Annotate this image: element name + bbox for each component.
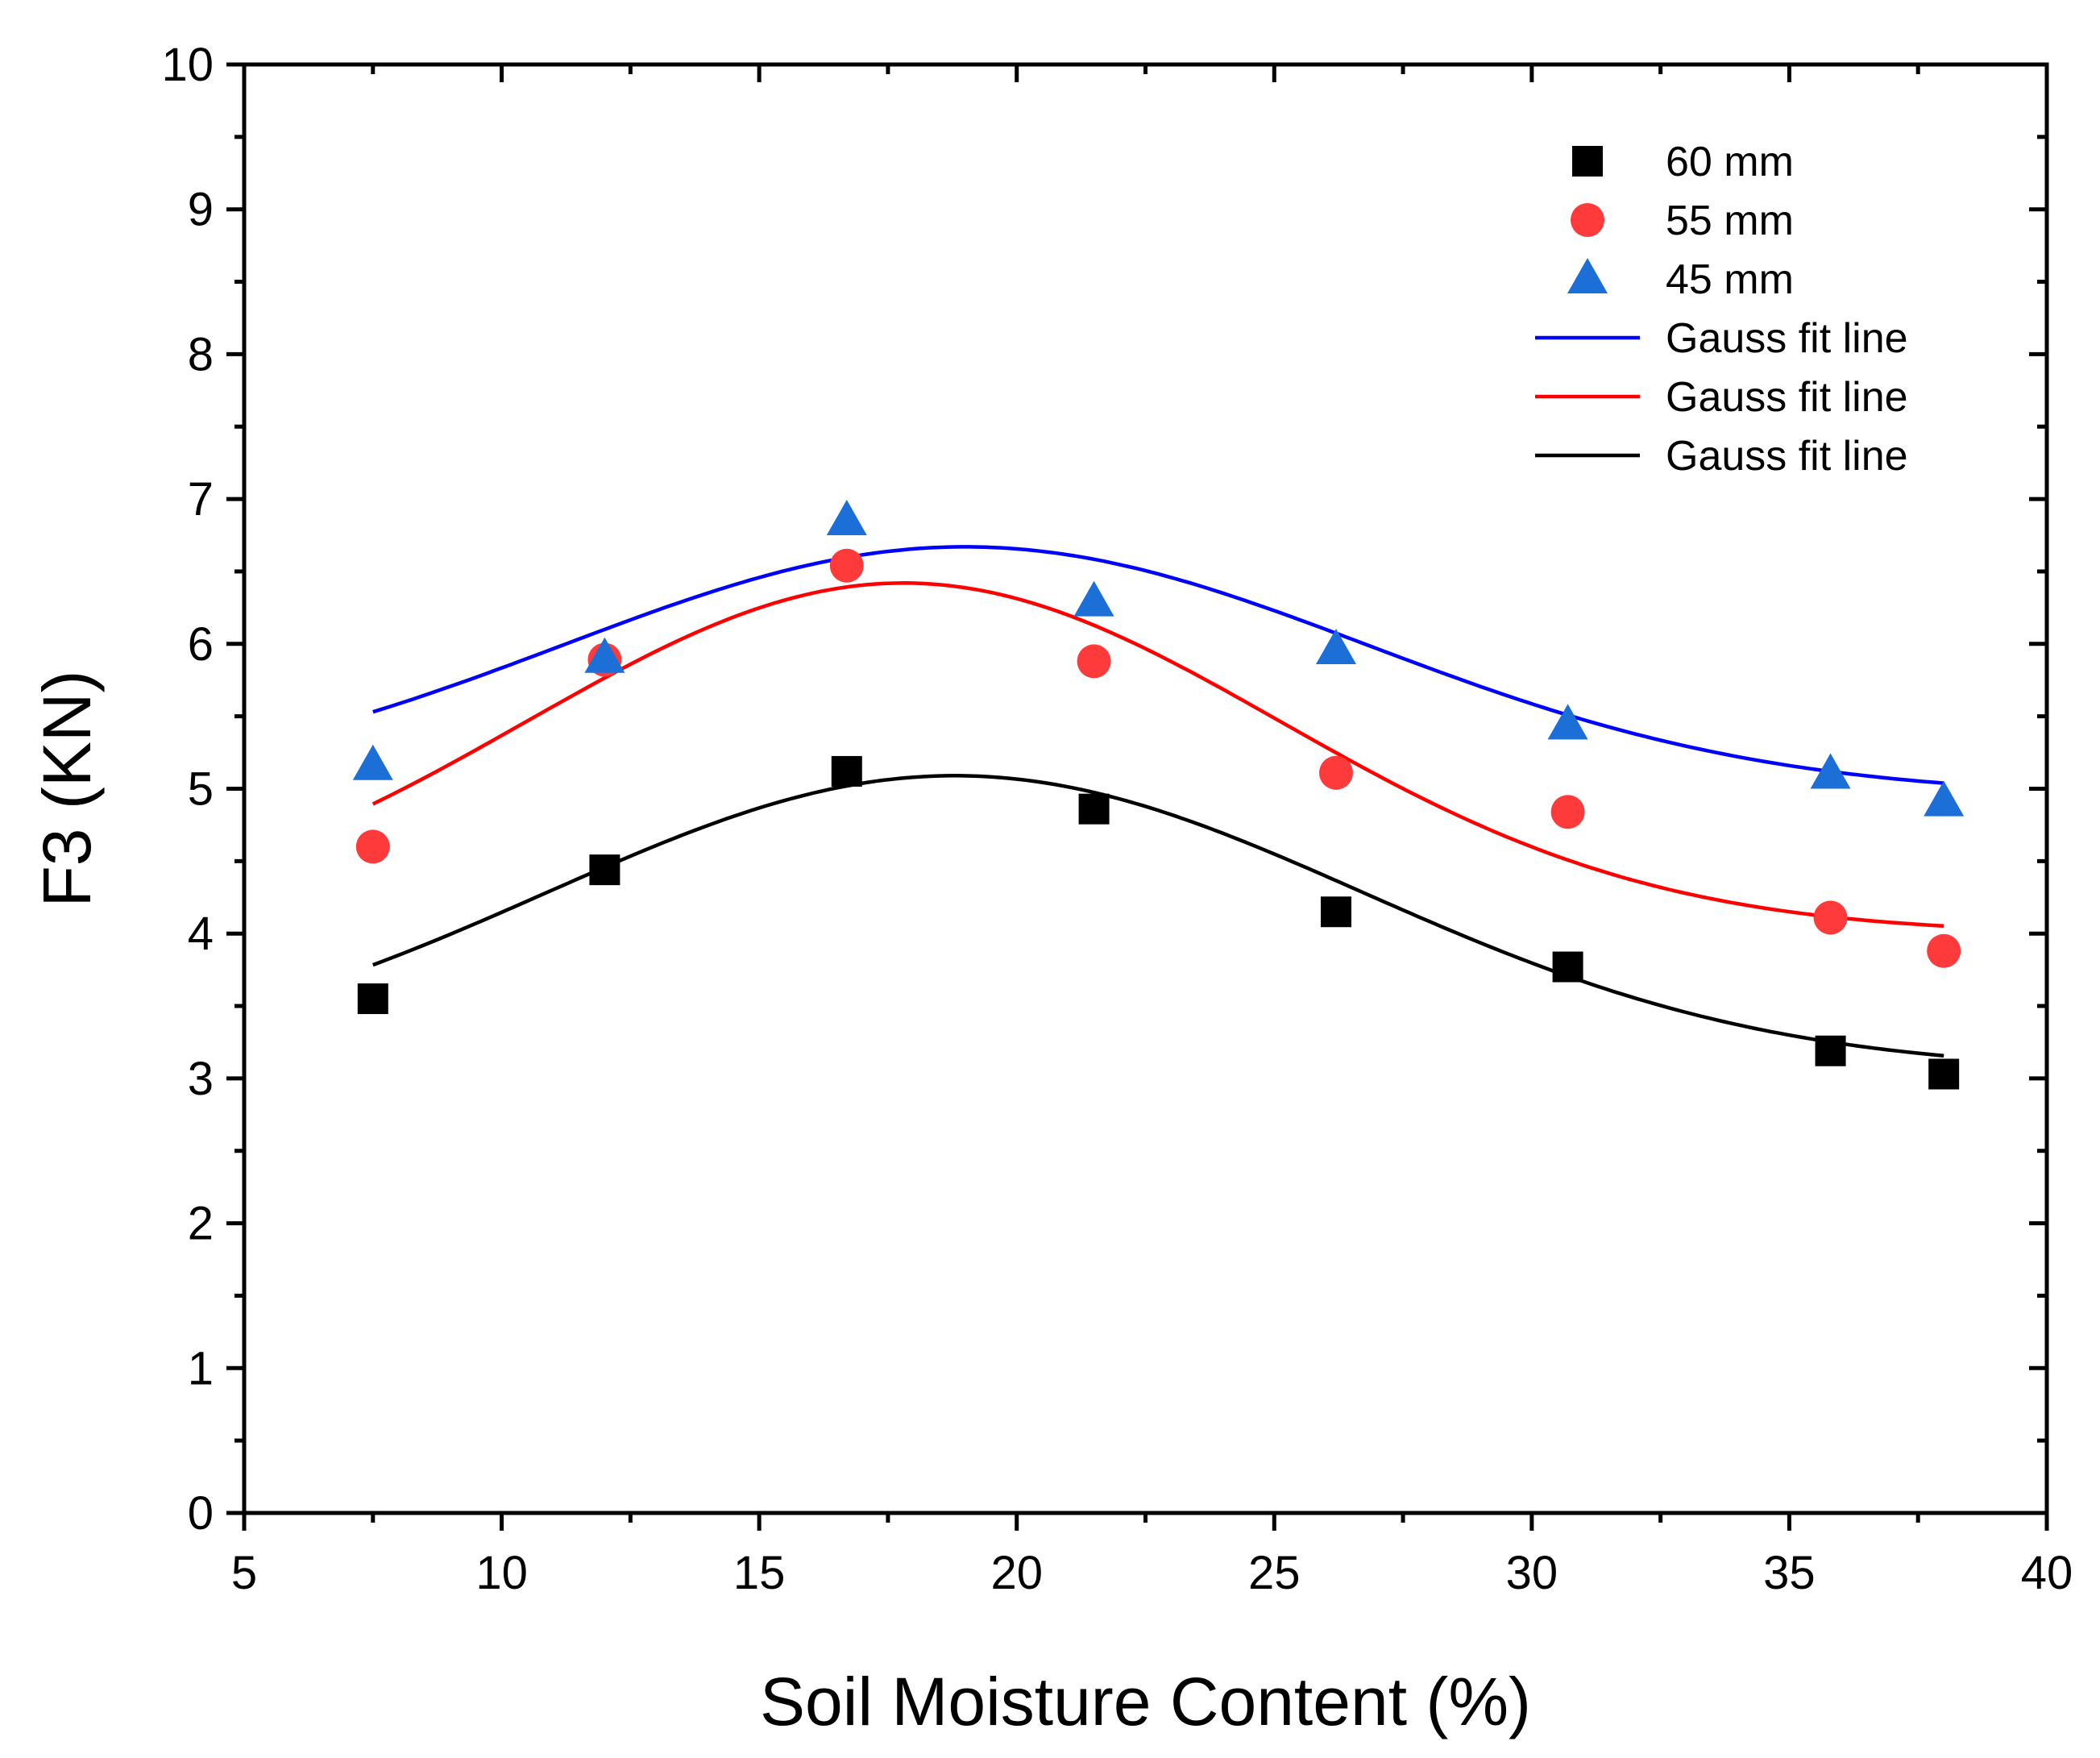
point-60-mm [1928, 1058, 1960, 1090]
tick-labels: 5 10 15 20 25 30 35 40 0 1 2 3 4 5 6 7 8 9 10 [161, 39, 2073, 1599]
y-tick-label: 4 [188, 908, 214, 960]
point-45-mm [1810, 753, 1851, 789]
point-45-mm [1547, 704, 1588, 740]
legend-label: Gauss fit line [1666, 315, 1908, 362]
gauss-fit-line [371, 581, 1944, 928]
x-tick-label: 35 [1763, 1547, 1816, 1599]
y-tick-label: 9 [188, 184, 214, 236]
x-tick-label: 10 [475, 1547, 528, 1599]
point-55-mm [355, 829, 390, 864]
x-tick-label: 40 [2021, 1547, 2073, 1599]
y-tick-label: 8 [188, 328, 214, 380]
point-60-mm [1815, 1035, 1846, 1066]
point-55-mm [1927, 933, 1961, 968]
gauss-fit-line [372, 774, 1944, 1058]
point-45-mm [826, 500, 867, 536]
legend-label: Gauss fit line [1666, 433, 1908, 480]
legend-circle-swatch [1571, 203, 1604, 237]
legend-label: 55 mm [1666, 197, 1794, 244]
point-55-mm [829, 548, 864, 583]
data-points [352, 500, 1965, 1090]
y-tick-label: 0 [188, 1487, 214, 1540]
point-45-mm [352, 744, 393, 780]
point-60-mm [1078, 793, 1110, 825]
point-45-mm [1924, 780, 1965, 817]
legend-label: Gauss fit line [1666, 374, 1908, 421]
x-tick-label: 15 [733, 1547, 786, 1599]
fit-lines [371, 545, 1944, 1058]
y-tick-label: 10 [161, 39, 214, 91]
y-axis-title: F3 (KN) [29, 671, 105, 908]
point-60-mm [1552, 951, 1583, 983]
point-55-mm [1813, 900, 1848, 935]
x-tick-label: 25 [1248, 1547, 1301, 1599]
point-60-mm [831, 755, 862, 787]
point-45-mm [1315, 628, 1356, 664]
y-tick-label: 2 [188, 1198, 214, 1250]
point-60-mm [1320, 896, 1351, 928]
y-tick-label: 3 [188, 1053, 214, 1105]
gauss-fit-line [372, 545, 1944, 785]
point-45-mm [1073, 580, 1114, 617]
point-60-mm [589, 854, 620, 886]
point-55-mm [1318, 755, 1353, 790]
plot-frame [242, 62, 2049, 1515]
axis-ticks [226, 62, 2049, 1531]
legend-triangle-swatch [1567, 258, 1608, 293]
legend-square-swatch [1572, 146, 1603, 177]
x-tick-label: 20 [990, 1547, 1043, 1599]
legend: 60 mm 55 mm 45 mm Gauss fit line Gauss fit l… [1535, 139, 1908, 480]
x-axis-title: Soil Moisture Content (%) [760, 1664, 1531, 1739]
point-45-mm [584, 637, 625, 673]
point-55-mm [1077, 644, 1111, 679]
point-60-mm [357, 983, 388, 1015]
legend-label: 60 mm [1666, 139, 1794, 185]
y-tick-label: 6 [188, 618, 214, 671]
x-tick-label: 30 [1506, 1547, 1558, 1599]
y-tick-label: 5 [188, 763, 214, 816]
x-tick-label: 5 [231, 1547, 257, 1599]
legend-label: 45 mm [1666, 256, 1794, 303]
point-55-mm [1550, 795, 1585, 829]
y-tick-label: 7 [188, 473, 214, 526]
y-tick-label: 1 [188, 1342, 214, 1394]
